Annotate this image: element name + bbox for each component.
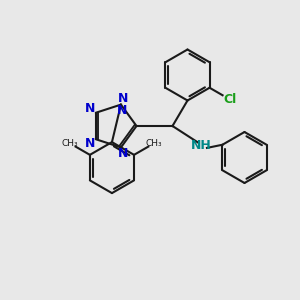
Text: N: N — [118, 147, 128, 160]
Text: CH₃: CH₃ — [146, 139, 162, 148]
Text: Cl: Cl — [223, 93, 236, 106]
Text: N: N — [85, 102, 96, 116]
Text: N: N — [118, 92, 128, 105]
Text: NH: NH — [191, 139, 212, 152]
Text: N: N — [117, 103, 128, 116]
Text: CH₃: CH₃ — [61, 139, 78, 148]
Text: N: N — [85, 136, 96, 150]
